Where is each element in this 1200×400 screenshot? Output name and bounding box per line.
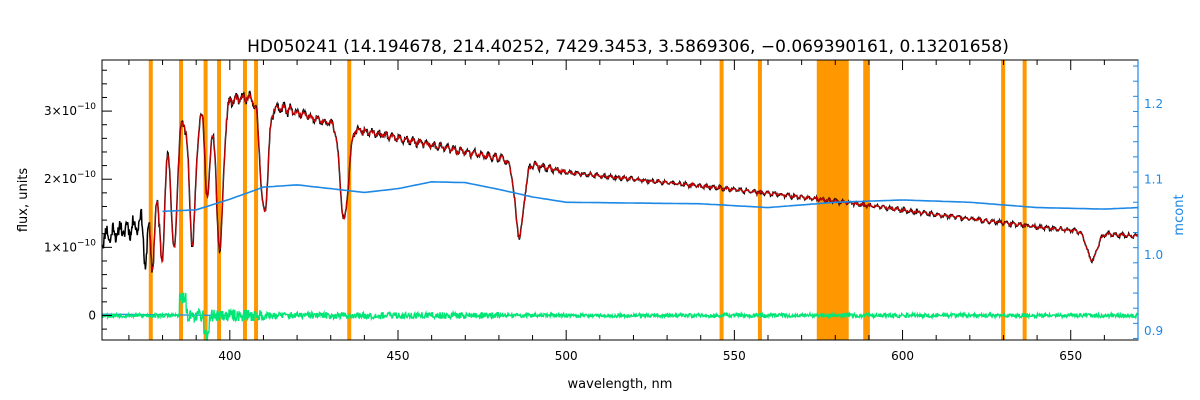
mcont-series [162,180,1139,213]
y2-tick-label: 1.2 [1144,97,1163,111]
y2-axis-label: mcont [1172,194,1187,235]
x-tick-label: 550 [723,349,746,363]
x-tick-label: 450 [387,349,410,363]
x-tick-label: 650 [1059,349,1082,363]
x-axis-label: wavelength, nm [568,377,673,392]
x-axis: 400 450 500 550 600 650 [128,60,1139,363]
x-tick-label: 400 [218,349,241,363]
y-tick-label: 2×10−10 [44,170,96,186]
chart-title: HD050241 (14.194678, 214.40252, 7429.345… [247,37,1009,57]
y-tick-label: 1×10−10 [44,238,96,254]
model-series [148,92,1139,272]
spectrum-curves [101,90,1139,341]
y-axis-label: flux, units [16,168,31,233]
y-tick-label: 3×10−10 [44,102,96,118]
y2-tick-label: 1.0 [1144,248,1163,262]
y-axis: 0 1×10−10 2×10−10 3×10−10 [44,69,112,330]
y2-tick-label: 0.9 [1144,324,1163,338]
y-tick-label: 0 [88,308,96,322]
x-tick-label: 500 [555,349,578,363]
mask-regions [148,60,1027,340]
y2-axis: 0.9 1.0 1.1 1.2 [1133,60,1163,340]
residual-series [101,292,1139,341]
y2-tick-label: 1.1 [1144,173,1163,187]
x-tick-label: 600 [891,349,914,363]
